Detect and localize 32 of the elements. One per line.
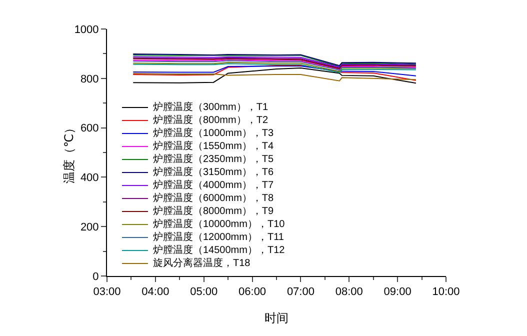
line-series [132, 66, 416, 76]
line-series [132, 72, 416, 82]
legend-label: 炉膛温度（2350mm），T5 [153, 153, 274, 166]
y-tick-label: 600 [80, 122, 99, 135]
y-axis-title: 温度（℃） [62, 122, 76, 184]
legend-label: 炉膛温度（8000mm），T9 [153, 205, 274, 218]
legend-label: 炉膛温度（12000mm），T11 [153, 231, 284, 244]
x-tick-label: 07:00 [286, 286, 314, 298]
x-tick-label: 08:00 [335, 286, 363, 298]
line-series [132, 68, 416, 84]
y-tick-label: 0 [92, 270, 99, 283]
x-tick-label: 09:00 [384, 286, 412, 298]
legend-label: 炉膛温度（800mm），T2 [153, 114, 268, 127]
legend-label: 旋风分离器温度，T18 [153, 257, 250, 270]
legend-label: 炉膛温度（1000mm），T3 [153, 127, 274, 140]
x-tick-label: 05:00 [190, 286, 218, 298]
legend-label: 炉膛温度（10000mm），T10 [153, 218, 285, 231]
legend-label: 炉膛温度（3150mm），T6 [153, 166, 274, 179]
legend-label: 炉膛温度（4000mm），T7 [153, 179, 274, 192]
legend-label: 炉膛温度（14500mm），T12 [153, 244, 285, 257]
legend-label: 炉膛温度（6000mm），T8 [153, 192, 274, 205]
x-axis-title: 时间 [264, 311, 288, 325]
legend-label: 炉膛温度（300mm），T1 [153, 101, 268, 114]
x-tick-label: 10:00 [432, 286, 460, 298]
legend-label: 炉膛温度（1550mm），T4 [153, 140, 274, 153]
y-tick-label: 1000 [74, 24, 99, 36]
x-tick-label: 06:00 [238, 286, 266, 298]
y-tick-label: 400 [80, 172, 99, 184]
y-tick-label: 200 [80, 221, 99, 234]
y-tick-label: 800 [80, 73, 99, 86]
x-tick-label: 04:00 [142, 286, 170, 298]
x-tick-label: 03:00 [93, 286, 121, 298]
